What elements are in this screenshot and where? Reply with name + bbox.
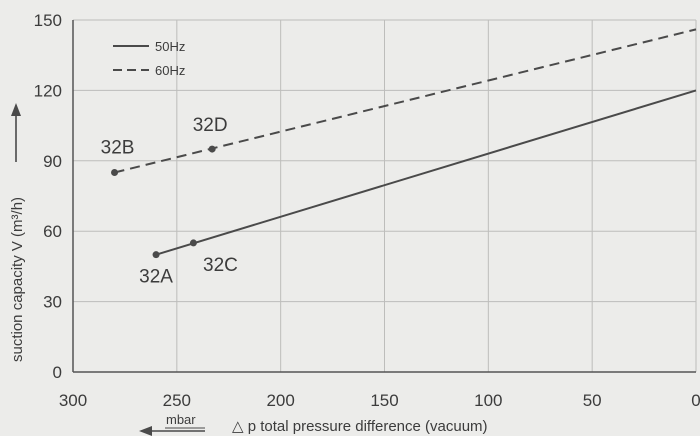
point-label-32d: 32D — [193, 115, 228, 136]
point-marker-32c — [189, 239, 197, 247]
point-marker-32d — [208, 145, 216, 153]
y-tick-label: 0 — [53, 363, 62, 382]
x-tick-label: 150 — [370, 391, 398, 410]
y-tick-label: 60 — [43, 222, 62, 241]
series-line-60hz — [114, 28, 697, 174]
y-axis-indicator: suction capacity V (m³/h) — [9, 103, 26, 362]
x-unit-label: mbar — [166, 412, 196, 427]
point-label-32b: 32B — [101, 138, 135, 159]
x-tick-label: 0 — [691, 391, 700, 410]
point-marker-32b — [111, 169, 119, 177]
point-marker-32a — [152, 251, 160, 259]
y-tick-label: 150 — [34, 11, 62, 30]
x-tick-label: 250 — [163, 391, 191, 410]
x-axis-title: △ p total pressure difference (vacuum) — [232, 418, 488, 435]
point-label-32c: 32C — [203, 255, 238, 276]
series-line-50hz — [155, 89, 697, 256]
series — [114, 28, 697, 256]
legend-label-50hz: 50Hz — [155, 39, 185, 54]
grid — [72, 19, 697, 373]
x-unit-indicator: mbar — [139, 412, 205, 436]
y-tick-label: 30 — [43, 293, 62, 312]
y-tick-label: 120 — [34, 81, 62, 100]
x-tick-label: 300 — [59, 391, 87, 410]
x-tick-label: 200 — [266, 391, 294, 410]
left-arrow-icon — [139, 426, 152, 436]
x-tick-label: 50 — [583, 391, 602, 410]
x-tick-label: 100 — [474, 391, 502, 410]
point-label-32a: 32A — [139, 267, 173, 288]
y-tick-label: 90 — [43, 152, 62, 171]
axes: 300 250 200 150 100 50 0 0 30 60 90 120 150 — [34, 11, 700, 410]
legend-label-60hz: 60Hz — [155, 63, 185, 78]
point-annotations: 32A 32C 32B 32D — [101, 115, 238, 288]
y-axis-title: suction capacity V (m³/h) — [9, 197, 26, 362]
legend: 50Hz 60Hz — [113, 39, 185, 78]
up-arrow-icon — [11, 103, 21, 116]
